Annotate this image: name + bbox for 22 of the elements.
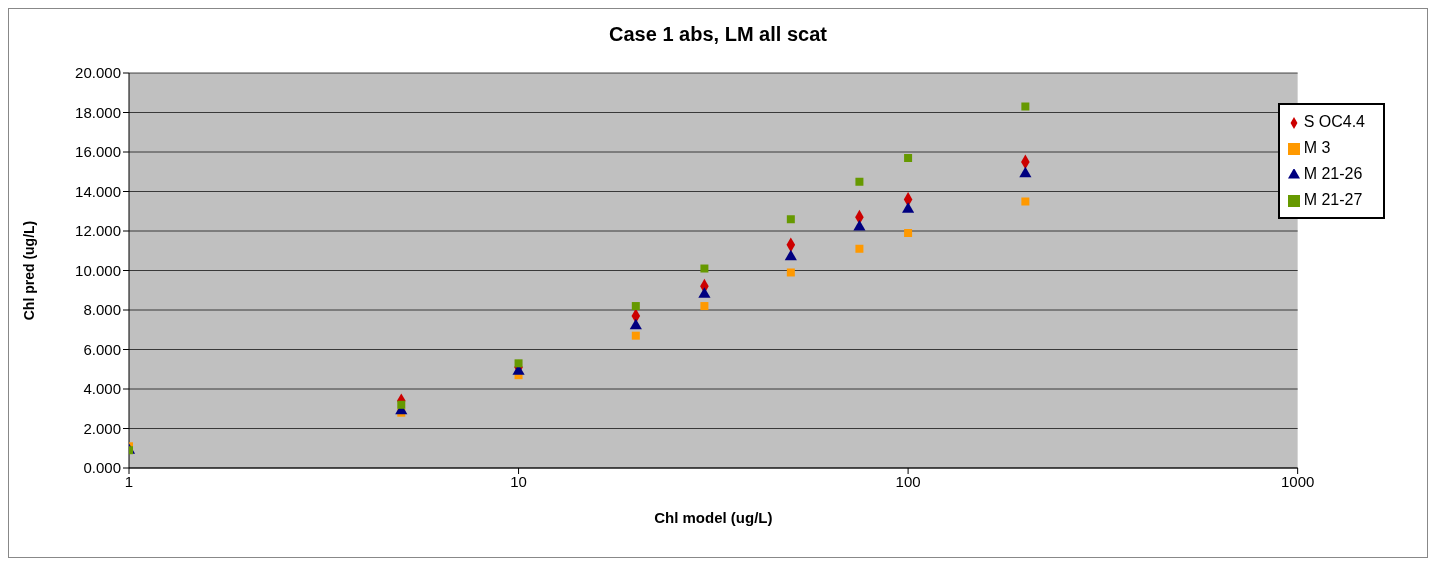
x-tick-label: 1000: [1280, 472, 1315, 490]
y-tick-label: 2.000: [83, 419, 121, 437]
x-tick-label: 100: [895, 472, 921, 490]
legend-label: M 3: [1303, 139, 1331, 156]
y-tick-label: 6.000: [83, 340, 121, 358]
y-tick-label: 8.000: [83, 301, 121, 319]
legend-label: M 21-26: [1303, 165, 1363, 182]
y-tick-label: 4.000: [83, 380, 121, 398]
x-tick-label: 1: [124, 472, 134, 490]
y-tick-label: 12.000: [75, 222, 121, 240]
y-tick-label: 16.000: [75, 143, 121, 161]
chart-title: Case 1 abs, LM all scat: [608, 22, 828, 47]
x-axis-title: Chl model (ug/L): [654, 509, 773, 526]
legend-label: S OC4.4: [1303, 113, 1365, 130]
y-tick-label: 10.000: [75, 261, 121, 279]
y-tick-label: 14.000: [75, 182, 121, 200]
y-tick-label: 18.000: [75, 103, 121, 121]
legend-label: M 21-27: [1303, 191, 1363, 208]
y-axis-title: Chl pred (ug/L): [20, 220, 37, 321]
y-tick-label: 0.000: [83, 459, 121, 477]
x-tick-label: 10: [510, 472, 527, 490]
y-tick-label: 20.000: [75, 64, 121, 82]
